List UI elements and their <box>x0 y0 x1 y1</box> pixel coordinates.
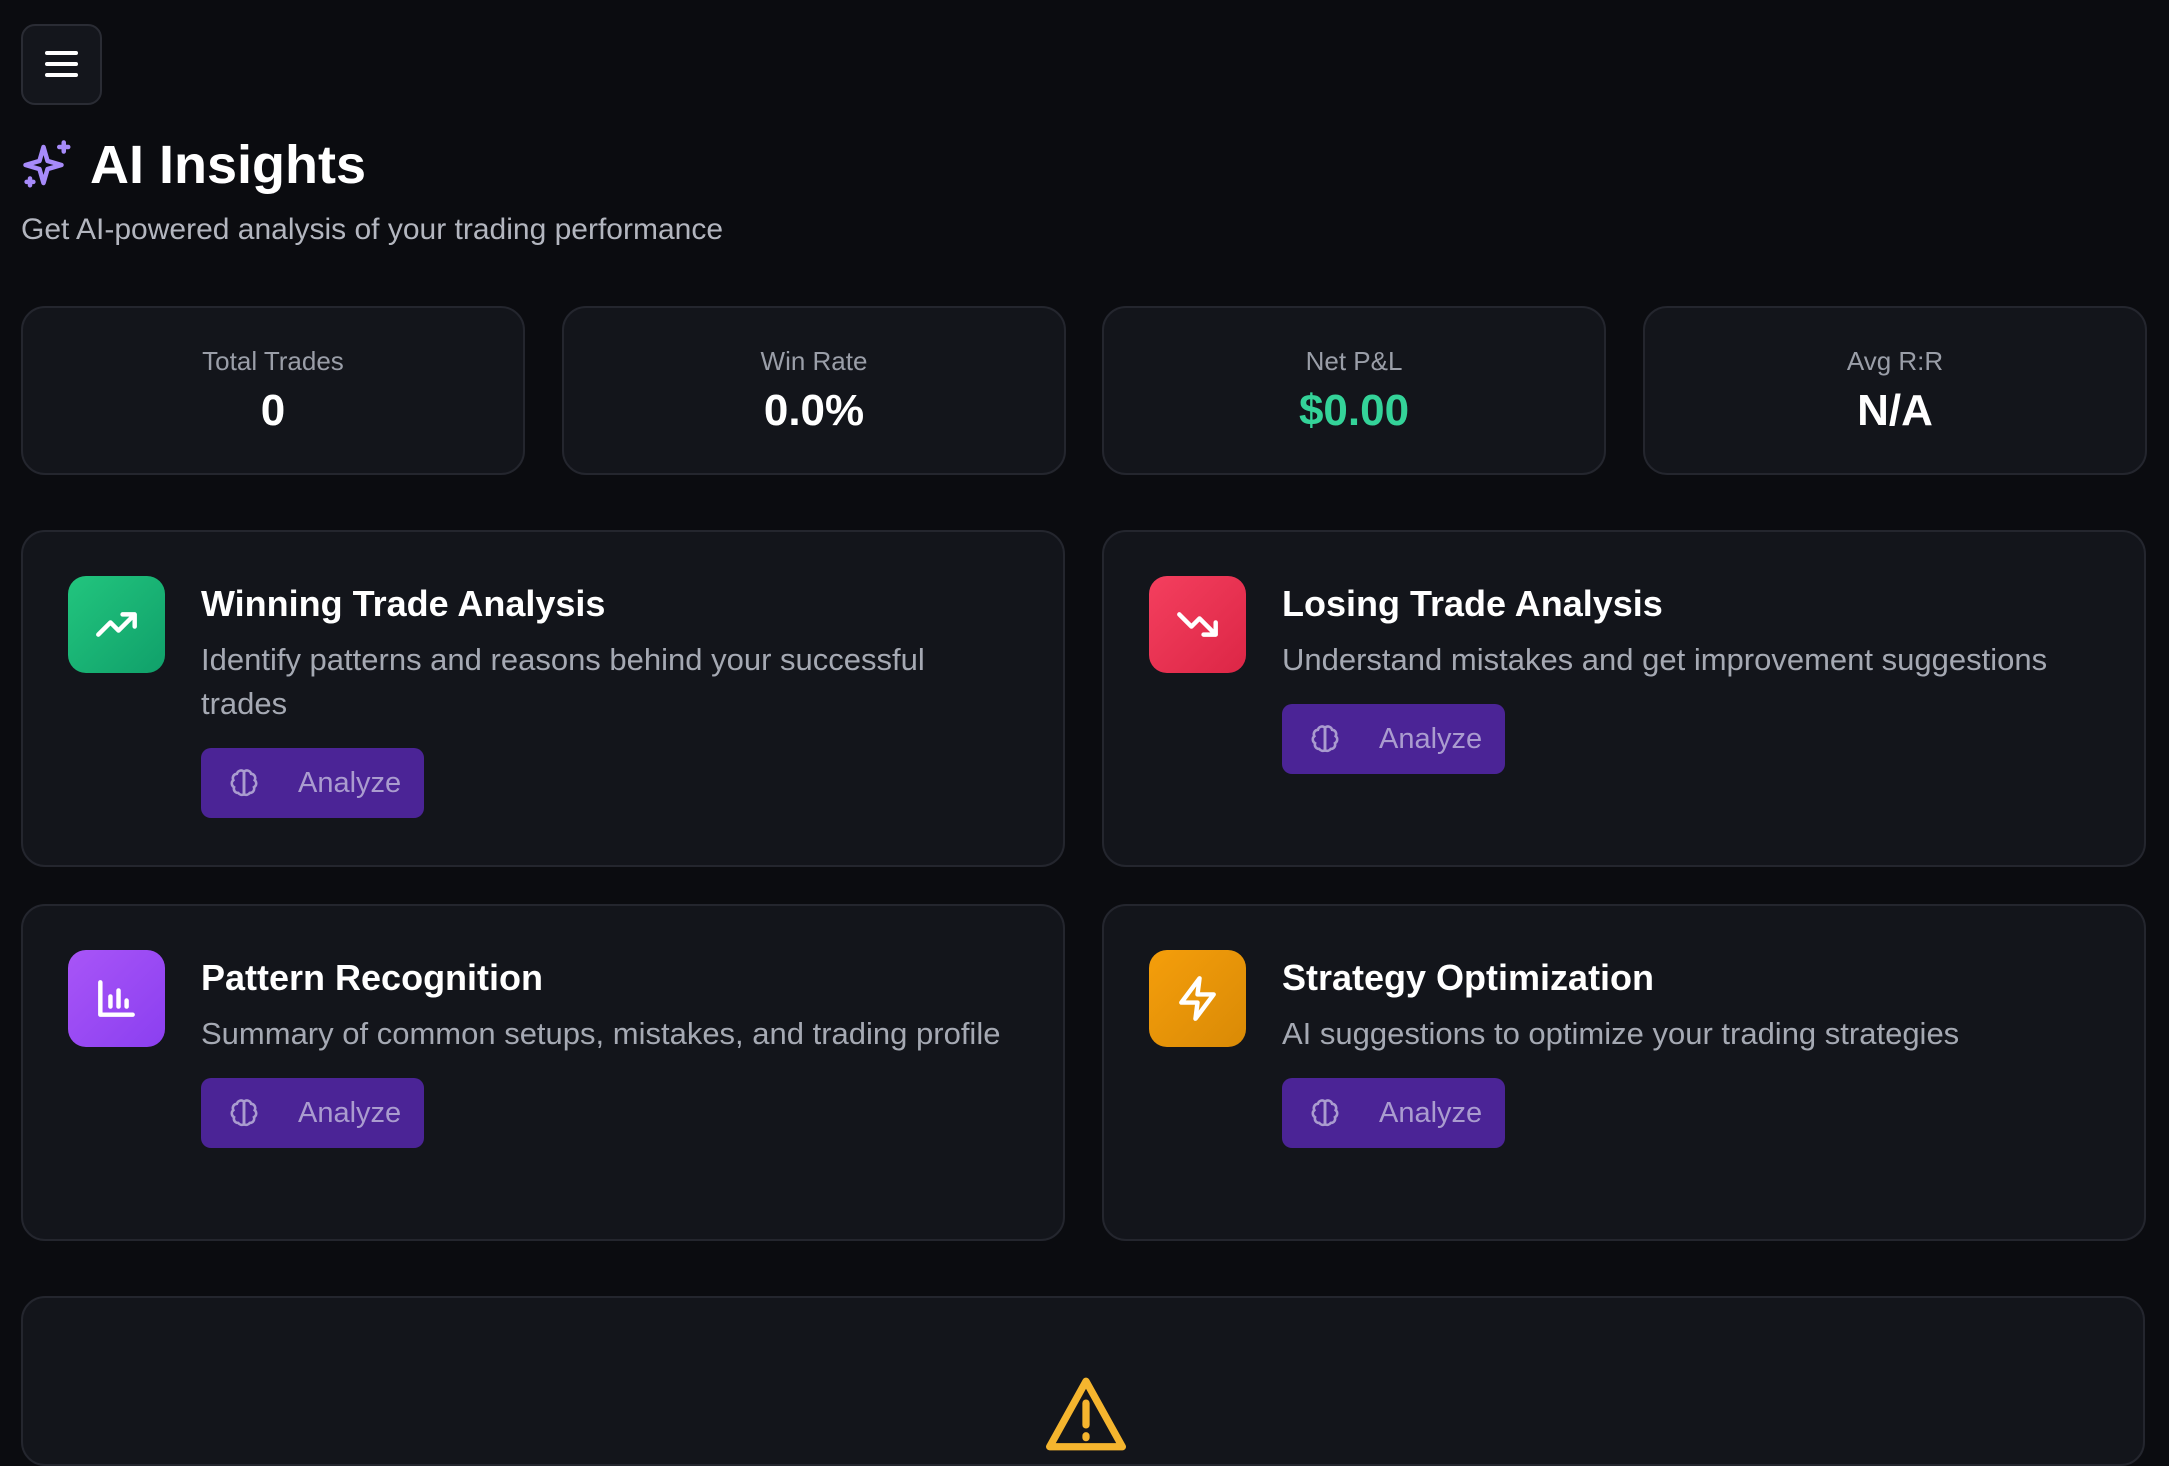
button-label: Analyze <box>1379 723 1483 755</box>
stat-card: Net P&L $0.00 <box>1102 306 1606 475</box>
insight-description: AI suggestions to optimize your trading … <box>1282 1016 1960 1051</box>
brain-icon <box>1311 1099 1339 1127</box>
stat-label: Avg R:R <box>1846 346 1944 376</box>
empty-state-card <box>21 1296 2145 1466</box>
stat-value: 0.0% <box>763 386 865 435</box>
brain-icon <box>1311 725 1339 753</box>
page-subtitle: Get AI-powered analysis of your trading … <box>21 213 724 246</box>
insight-card: Pattern Recognition Summary of common set… <box>21 904 1065 1241</box>
insight-title: Strategy Optimization <box>1282 957 1655 998</box>
analyze-button[interactable]: Analyze <box>1282 1078 1505 1148</box>
button-label: Analyze <box>298 1097 402 1129</box>
stat-label: Net P&L <box>1305 346 1403 376</box>
icon-glyph <box>1177 612 1218 637</box>
insight-description: Summary of common setups, mistakes, and … <box>201 1016 1001 1051</box>
insight-body: Understand mistakes and get improvement … <box>1282 638 2082 774</box>
insight-icon <box>1149 576 1246 673</box>
analyze-button[interactable]: Analyze <box>201 1078 424 1148</box>
insight-icon <box>68 950 165 1047</box>
stat-value: N/A <box>1857 386 1933 435</box>
insight-description: Understand mistakes and get improvement … <box>1282 642 2048 677</box>
insight-card: Winning Trade Analysis Identify patterns … <box>21 530 1065 867</box>
stat-card: Total Trades 0 <box>21 306 525 475</box>
insight-description: Identify patterns and reasons behind you… <box>201 642 925 721</box>
analyze-button[interactable]: Analyze <box>201 748 424 818</box>
sparkle-icon <box>23 140 71 188</box>
stat-value: $0.00 <box>1298 386 1410 435</box>
icon-glyph <box>96 612 137 637</box>
brain-icon <box>230 1099 258 1127</box>
button-label: Analyze <box>298 767 402 799</box>
menu-button[interactable] <box>21 24 102 105</box>
stat-card: Avg R:R N/A <box>1643 306 2147 475</box>
analyze-button[interactable]: Analyze <box>1282 704 1505 774</box>
icon-glyph <box>98 980 135 1017</box>
insight-title: Winning Trade Analysis <box>201 583 606 624</box>
stat-card: Win Rate 0.0% <box>562 306 1066 475</box>
icon-glyph <box>1179 976 1216 1021</box>
insight-title: Pattern Recognition <box>201 957 544 998</box>
insight-card: Losing Trade Analysis Understand mistakes… <box>1102 530 2146 867</box>
stat-label: Win Rate <box>760 346 868 376</box>
page-title: AI Insights <box>90 135 367 195</box>
brain-icon <box>230 769 258 797</box>
button-label: Analyze <box>1379 1097 1483 1129</box>
insight-icon <box>1149 950 1246 1047</box>
stat-label: Total Trades <box>202 346 344 376</box>
insight-body: Identify patterns and reasons behind you… <box>201 638 1001 818</box>
insight-card: Strategy Optimization AI suggestions to o… <box>1102 904 2146 1241</box>
warning-icon <box>1045 1377 1126 1451</box>
menu-icon <box>45 51 78 77</box>
insight-body: AI suggestions to optimize your trading … <box>1282 1012 2082 1148</box>
insight-icon <box>68 576 165 673</box>
insight-body: Summary of common setups, mistakes, and … <box>201 1012 1001 1148</box>
insight-title: Losing Trade Analysis <box>1282 583 1663 624</box>
stat-value: 0 <box>260 386 286 435</box>
